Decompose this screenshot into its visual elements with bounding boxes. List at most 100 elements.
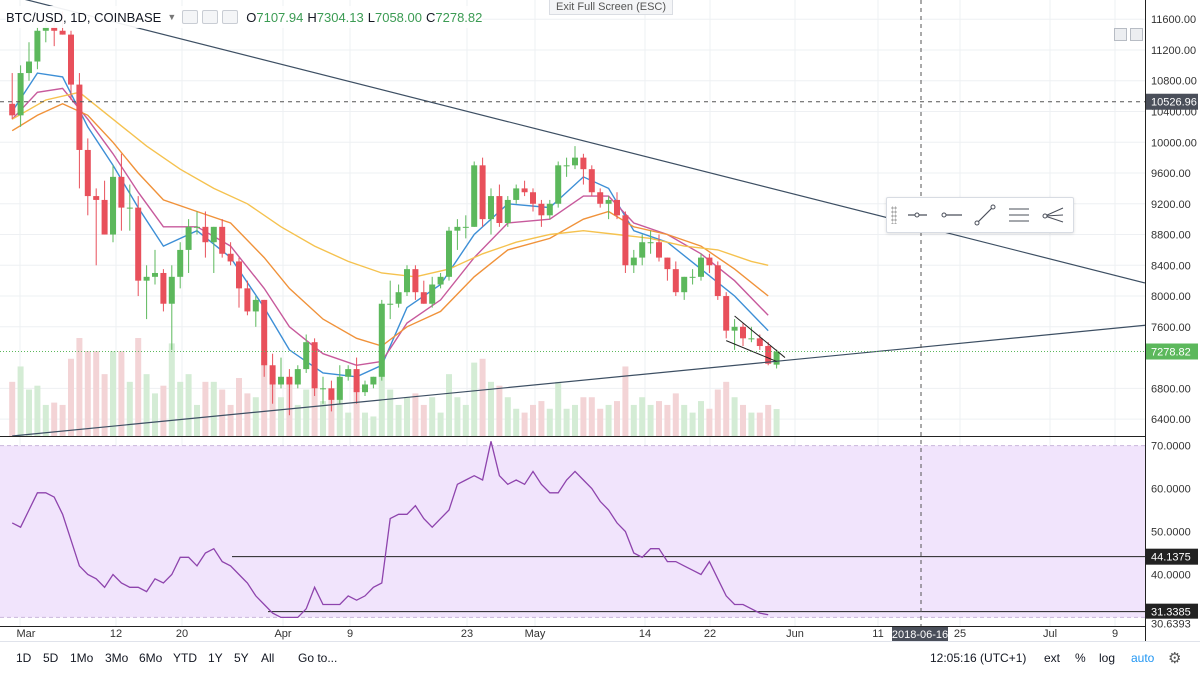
- ohlc-low: L7058.00: [367, 9, 422, 25]
- ma-line: [11, 87, 769, 367]
- range-ytd[interactable]: YTD: [173, 651, 197, 665]
- price-tick-label: 9200.00: [1151, 199, 1191, 211]
- volume-bar: [597, 408, 604, 436]
- candle-body: [412, 269, 419, 293]
- time-tick-label: 22: [704, 628, 716, 640]
- gear-icon[interactable]: ⚙: [1168, 650, 1182, 667]
- ray-icon[interactable]: [903, 202, 931, 228]
- candle-body: [84, 149, 91, 197]
- log-button[interactable]: log: [1099, 651, 1116, 665]
- candle-body: [437, 276, 444, 285]
- auto-button[interactable]: auto: [1131, 651, 1155, 665]
- symbol-title[interactable]: BTC/USD, 1D, COINBASE: [6, 9, 162, 25]
- range-1y[interactable]: 1Y: [208, 651, 223, 665]
- candle-body: [336, 376, 343, 400]
- range-1d[interactable]: 1D: [16, 651, 32, 665]
- volume-bar: [244, 393, 251, 436]
- volume-bar: [672, 393, 679, 436]
- candle-body: [160, 272, 167, 304]
- candle-body: [202, 226, 209, 243]
- horizontal-ray-icon[interactable]: [937, 202, 965, 228]
- candle-body: [219, 226, 226, 254]
- rsi-tick-label: 40.0000: [1151, 569, 1191, 581]
- ohlc-open: O7107.94: [246, 9, 304, 25]
- candle-body: [656, 242, 662, 258]
- visibility-icon[interactable]: [182, 10, 199, 24]
- drag-handle-icon[interactable]: [891, 206, 897, 224]
- time-tick-label: 25: [954, 628, 966, 640]
- range-1mo[interactable]: 1Mo: [70, 651, 94, 665]
- volume-bar: [311, 370, 318, 436]
- trendlines: [12, 0, 1146, 437]
- volume-bar: [236, 378, 242, 436]
- volume-bar: [227, 404, 234, 436]
- time-tick-label: 12: [110, 628, 122, 640]
- volume-bar: [118, 351, 125, 436]
- candle-body: [395, 292, 402, 304]
- candle-body: [135, 207, 142, 281]
- close-icon[interactable]: [222, 10, 239, 24]
- candle-body: [294, 369, 301, 385]
- volume-bar: [194, 404, 200, 436]
- candle-body: [572, 157, 578, 166]
- candle-body: [521, 188, 528, 193]
- candle-body: [328, 388, 335, 400]
- range-3mo[interactable]: 3Mo: [105, 651, 129, 665]
- range-all[interactable]: All: [261, 651, 275, 665]
- exit-fullscreen-button[interactable]: Exit Full Screen (ESC): [549, 0, 674, 15]
- ext-button[interactable]: ext: [1044, 651, 1061, 665]
- volume-bar: [42, 404, 49, 436]
- volume-bar: [101, 374, 108, 436]
- candle-body: [168, 276, 175, 304]
- time-tick-label: 14: [639, 628, 651, 640]
- price-tick-label: 6800.00: [1151, 383, 1191, 395]
- clock-readout[interactable]: 12:05:16 (UTC+1): [930, 651, 1027, 665]
- settings-icon[interactable]: [202, 10, 219, 24]
- line-tools-widget[interactable]: [886, 197, 1074, 233]
- volume-bar: [202, 381, 209, 436]
- goto-button[interactable]: Go to...: [298, 651, 338, 665]
- volume-bar: [479, 358, 486, 436]
- candle-body: [765, 346, 772, 364]
- trendline: [726, 340, 777, 362]
- rsi-level-tag: [1146, 548, 1198, 565]
- volume-bar: [639, 397, 646, 436]
- ma-line: [11, 91, 769, 278]
- price-tick-label: 7600.00: [1151, 322, 1191, 334]
- volume-bar: [278, 397, 284, 436]
- volume-bar: [572, 404, 578, 436]
- candle-body: [26, 61, 32, 74]
- range-5d[interactable]: 5D: [43, 651, 59, 665]
- parallel-channel-icon[interactable]: [1005, 202, 1033, 228]
- percent-button[interactable]: %: [1075, 651, 1086, 665]
- volume-bar: [185, 374, 192, 436]
- price-tick-label: 8800.00: [1151, 230, 1191, 242]
- volume-bar: [219, 389, 226, 436]
- maximize-pane-icon[interactable]: [1114, 28, 1127, 41]
- pitchfork-icon[interactable]: [1039, 202, 1067, 228]
- volume-bar: [160, 385, 167, 436]
- candle-body: [152, 272, 158, 277]
- candle-body: [345, 369, 352, 377]
- volume-bar: [143, 374, 150, 436]
- volume-bar: [59, 404, 66, 436]
- candle-body: [420, 292, 427, 304]
- volume-bar: [320, 401, 326, 436]
- candle-body: [479, 165, 486, 220]
- candle-body: [227, 253, 234, 262]
- trend-line-icon[interactable]: [971, 202, 999, 228]
- candle-body: [740, 326, 746, 339]
- candle-body: [210, 226, 217, 243]
- candle-body: [177, 249, 184, 277]
- volume-bar: [353, 381, 360, 436]
- price-tick-label: 11600.00: [1151, 14, 1196, 26]
- restore-pane-icon[interactable]: [1130, 28, 1143, 41]
- candle-body: [706, 257, 713, 266]
- range-6mo[interactable]: 6Mo: [139, 651, 163, 665]
- candle-body: [664, 257, 671, 270]
- price-chart[interactable]: 11600.0011200.0010800.0010400.0010000.00…: [0, 0, 1200, 641]
- chevron-down-icon[interactable]: ▼: [167, 12, 177, 22]
- range-5y[interactable]: 5Y: [234, 651, 249, 665]
- volume-bar: [773, 409, 780, 436]
- candle-body: [68, 34, 74, 85]
